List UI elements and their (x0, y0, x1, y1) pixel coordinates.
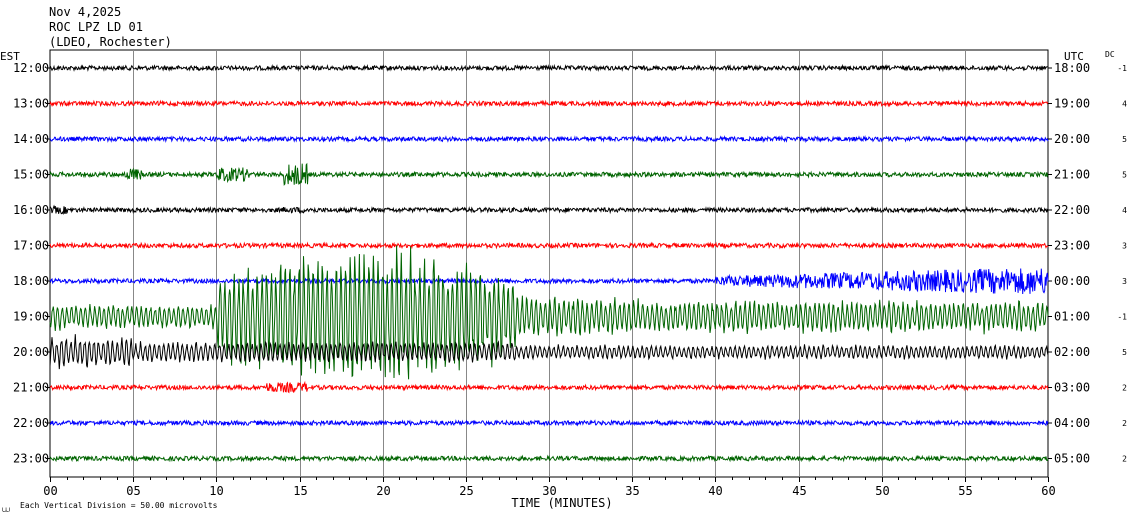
x-tick-label: 20 (376, 484, 390, 498)
header-station: ROC LPZ LD 01 (49, 20, 143, 34)
trace-1800 (49, 268, 1049, 295)
trace-2100 (49, 380, 1049, 394)
trace-2200 (49, 418, 1049, 427)
est-time-label: 14:00 (13, 132, 49, 146)
dc-offset-label: 3 (1122, 242, 1127, 251)
utc-label: UTC (1064, 50, 1084, 63)
x-tick-label: 30 (542, 484, 556, 498)
x-tick-label: 55 (958, 484, 972, 498)
utc-time-label: 00:00 (1054, 274, 1090, 288)
est-time-label: 20:00 (13, 345, 49, 359)
dc-offset-label: 5 (1122, 348, 1127, 357)
est-time-label: 13:00 (13, 97, 49, 111)
trace-1900 (49, 245, 1049, 380)
est-time-label: 17:00 (13, 239, 49, 253)
est-time-label: 12:00 (13, 61, 49, 75)
x-tick-label: 60 (1041, 484, 1055, 498)
est-time-label: 23:00 (13, 452, 49, 466)
dc-offset-label: 4 (1122, 100, 1127, 109)
x-tick-label: 00 (43, 484, 57, 498)
dc-label: DC (1105, 50, 1115, 59)
dc-offset-label: 4 (1122, 206, 1127, 215)
trace-1300 (49, 99, 1049, 108)
utc-time-label: 19:00 (1054, 97, 1090, 111)
est-label: EST (0, 50, 20, 63)
dc-offset-label: 3 (1122, 277, 1127, 286)
utc-time-label: 01:00 (1054, 310, 1090, 324)
header-location: (LDEO, Rochester) (49, 35, 172, 49)
dc-offset-label: 2 (1122, 455, 1127, 464)
trace-1200 (49, 63, 1049, 73)
trace-1400 (49, 134, 1049, 144)
trace-1500 (49, 162, 1049, 186)
x-tick-label: 35 (625, 484, 639, 498)
utc-time-label: 04:00 (1054, 416, 1090, 430)
x-tick-label: 40 (708, 484, 722, 498)
est-time-label: 21:00 (13, 381, 49, 395)
est-time-label: 16:00 (13, 203, 49, 217)
x-tick-label: 10 (209, 484, 223, 498)
trace-1600 (49, 204, 1049, 215)
est-time-label: 19:00 (13, 310, 49, 324)
x-tick-label: 25 (459, 484, 473, 498)
utc-time-label: 20:00 (1054, 132, 1090, 146)
utc-time-label: 02:00 (1054, 345, 1090, 359)
dc-offset-label: 5 (1122, 135, 1127, 144)
trace-1700 (49, 241, 1049, 250)
x-tick-label: 05 (126, 484, 140, 498)
seismogram-traces (49, 63, 1049, 463)
header-date: Nov 4,2025 (49, 5, 122, 19)
est-time-label: 15:00 (13, 168, 49, 182)
utc-time-label: 22:00 (1054, 203, 1090, 217)
dc-offset-label: 2 (1122, 384, 1127, 393)
x-tick-label: 15 (293, 484, 307, 498)
chart-grid (46, 49, 1052, 482)
utc-time-label: 18:00 (1054, 61, 1090, 75)
trace-2000 (49, 334, 1049, 370)
scale-note: Each Vertical Division = 50.00 microvolt… (20, 501, 218, 510)
utc-time-label: 05:00 (1054, 452, 1090, 466)
utc-time-label: 23:00 (1054, 239, 1090, 253)
x-tick-label: 45 (792, 484, 806, 498)
dc-offset-label: -1 (1117, 64, 1127, 73)
corner-mark-icon: ⩊ (2, 505, 10, 514)
dc-offset-label: -1 (1117, 313, 1127, 322)
est-time-label: 18:00 (13, 274, 49, 288)
x-tick-label: 50 (875, 484, 889, 498)
utc-time-label: 21:00 (1054, 168, 1090, 182)
est-time-label: 22:00 (13, 416, 49, 430)
dc-offset-label: 5 (1122, 171, 1127, 180)
x-axis-title: TIME (MINUTES) (511, 496, 612, 510)
trace-2300 (49, 454, 1049, 463)
dc-offset-label: 2 (1122, 419, 1127, 428)
utc-time-label: 03:00 (1054, 381, 1090, 395)
